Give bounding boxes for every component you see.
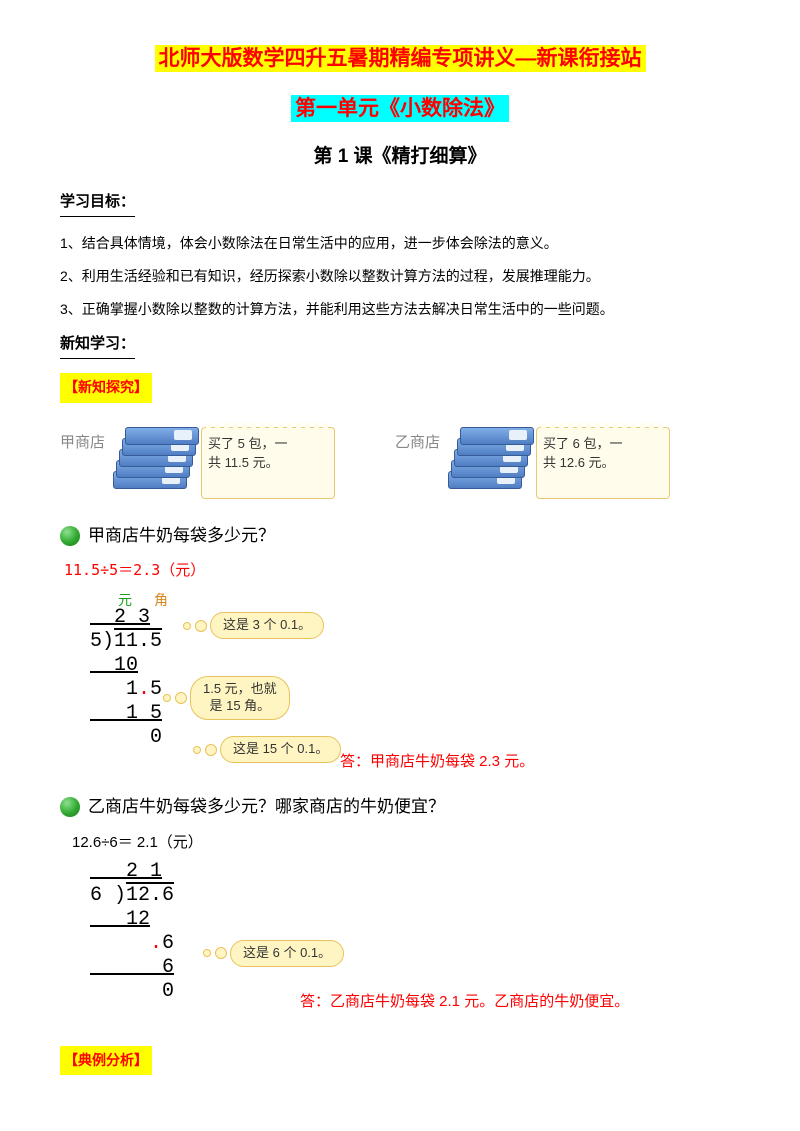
goal-item: 2、利用生活经验和已有知识，经历探索小数除以整数计算方法的过程，发展推理能力。 xyxy=(60,264,740,289)
equation-1: 11.5÷5＝2.3（元） xyxy=(64,557,740,584)
tag-analysis: 【典例分析】 xyxy=(60,1046,152,1075)
shops-row: 甲商店 买了 5 包，一 共 11.5 元。 乙商店 买了 6 包，一 共 12… xyxy=(60,427,740,499)
answer-2: 答：乙商店牛奶每袋 2.1 元。乙商店的牛奶便宜。 xyxy=(300,988,629,1015)
milk-stack-icon xyxy=(446,427,534,489)
shop-a: 甲商店 买了 5 包，一 共 11.5 元。 xyxy=(60,427,335,499)
receipt-b-line1: 买了 6 包，一 xyxy=(543,436,622,451)
receipt-a: 买了 5 包，一 共 11.5 元。 xyxy=(201,427,335,499)
question-2-text: 乙商店牛奶每袋多少元？哪家商店的牛奶便宜？ xyxy=(88,792,445,823)
receipt-b: 买了 6 包，一 共 12.6 元。 xyxy=(536,427,670,499)
tag-explore: 【新知探究】 xyxy=(60,373,152,402)
section-learn-label: 新知学习： xyxy=(60,330,135,359)
receipt-b-line2: 共 12.6 元。 xyxy=(543,455,615,470)
lesson-title: 第 1 课《精打细算》 xyxy=(60,140,740,174)
milk-stack-icon xyxy=(111,427,199,489)
cloud-note-4: 这是 6 个 0.1。 xyxy=(230,940,344,967)
cloud-note-2: 1.5 元，也就是 15 角。 xyxy=(190,676,290,720)
answer-1: 答：甲商店牛奶每袋 2.3 元。 xyxy=(340,748,534,775)
bullet-icon xyxy=(60,526,80,546)
shop-a-label: 甲商店 xyxy=(60,427,105,456)
receipt-a-line1: 买了 5 包，一 xyxy=(208,436,287,451)
longdiv-1: 元 角 2 3 5)11.5 10 1.5 1 5 0 这是 3 个 0.1。 … xyxy=(60,588,740,778)
receipt-a-line2: 共 11.5 元。 xyxy=(208,455,279,470)
section-goal-label: 学习目标： xyxy=(60,188,135,217)
longdiv-2: 2 1 6 )12.6 12 .6 6 0 这是 6 个 0.1。 答：乙商店牛… xyxy=(60,860,740,1030)
cloud-note-3: 这是 15 个 0.1。 xyxy=(220,736,341,763)
cloud-note-1: 这是 3 个 0.1。 xyxy=(210,612,324,639)
longdiv-body-2: 2 1 6 )12.6 12 .6 6 0 xyxy=(90,860,174,1004)
bullet-icon xyxy=(60,797,80,817)
goal-item: 1、结合具体情境，体会小数除法在日常生活中的应用，进一步体会除法的意义。 xyxy=(60,231,740,256)
shop-b-label: 乙商店 xyxy=(395,427,440,456)
question-1: 甲商店牛奶每袋多少元？ xyxy=(60,521,740,552)
question-1-text: 甲商店牛奶每袋多少元？ xyxy=(88,521,275,552)
goal-item: 3、正确掌握小数除以整数的计算方法，并能利用这些方法去解决日常生活中的一些问题。 xyxy=(60,297,740,322)
equation-2: 12.6÷6＝ 2.1（元） xyxy=(72,829,740,856)
sub-title: 第一单元《小数除法》 xyxy=(60,90,740,128)
main-title: 北师大版数学四升五暑期精编专项讲义—新课衔接站 xyxy=(60,40,740,78)
main-title-text: 北师大版数学四升五暑期精编专项讲义—新课衔接站 xyxy=(155,45,646,72)
question-2: 乙商店牛奶每袋多少元？哪家商店的牛奶便宜？ xyxy=(60,792,740,823)
shop-b: 乙商店 买了 6 包，一 共 12.6 元。 xyxy=(395,427,670,499)
longdiv-body-1: 2 3 5)11.5 10 1.5 1 5 0 xyxy=(90,606,162,750)
sub-title-text: 第一单元《小数除法》 xyxy=(291,95,509,122)
